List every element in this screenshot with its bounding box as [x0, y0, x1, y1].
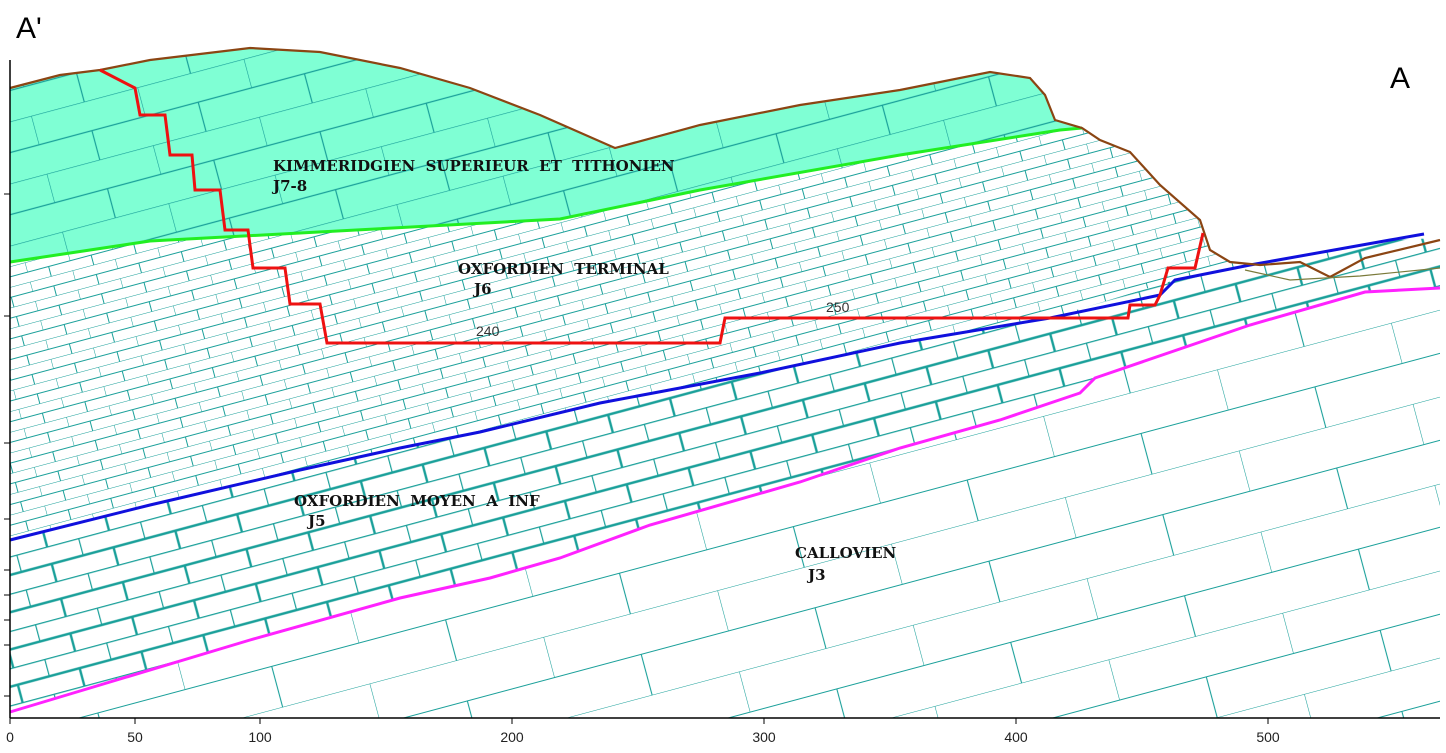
- unit-j78-area: [10, 48, 1082, 262]
- formation-label-j5-name: OXFORDIEN MOYEN A INF: [294, 492, 540, 510]
- formation-label-j78-code: J7-8: [271, 177, 307, 195]
- section-mark-left: A': [16, 12, 42, 45]
- formation-label-j6-name: OXFORDIEN TERMINAL: [458, 260, 669, 278]
- contact-j3-line: [9, 286, 1441, 714]
- secondary-surface-line: [1244, 267, 1441, 281]
- topography-line: [9, 46, 1441, 279]
- contour-label-250: 250: [826, 299, 850, 315]
- contour-label-240: 240: [476, 323, 500, 339]
- formation-label-j6-code: J6: [472, 280, 492, 298]
- contact-j78-j6-line: [9, 126, 1083, 264]
- formation-label-j3-name: CALLOVIEN: [795, 544, 897, 562]
- x-tick-label-400: 400: [1004, 729, 1028, 745]
- formation-label-j3-code: J3: [806, 566, 826, 584]
- y-axis-ticks: [4, 193, 10, 697]
- section-mark-right: A: [1390, 62, 1410, 95]
- x-tick-label-500: 500: [1256, 729, 1280, 745]
- x-tick-label-100: 100: [248, 729, 272, 745]
- formation-label-j78-name: KIMMERIDGIEN SUPERIEUR ET TITHONIEN: [273, 157, 675, 175]
- unit-j6-area: [10, 128, 1250, 540]
- x-axis-ticks: [9, 718, 1269, 724]
- unit-j3-area: [10, 288, 1440, 718]
- x-tick-label-0: 0: [6, 729, 14, 745]
- x-axis-tick-labels: 0 50 100 200 300 400 500: [6, 729, 1280, 745]
- profile-red-line: [99, 68, 1205, 345]
- x-tick-label-300: 300: [752, 729, 776, 745]
- formation-label-j5-code: J5: [306, 512, 326, 530]
- x-tick-label-50: 50: [127, 729, 143, 745]
- contact-j6-j5-line: [9, 232, 1425, 542]
- x-tick-label-200: 200: [500, 729, 524, 745]
- unit-j5-area: [10, 238, 1440, 712]
